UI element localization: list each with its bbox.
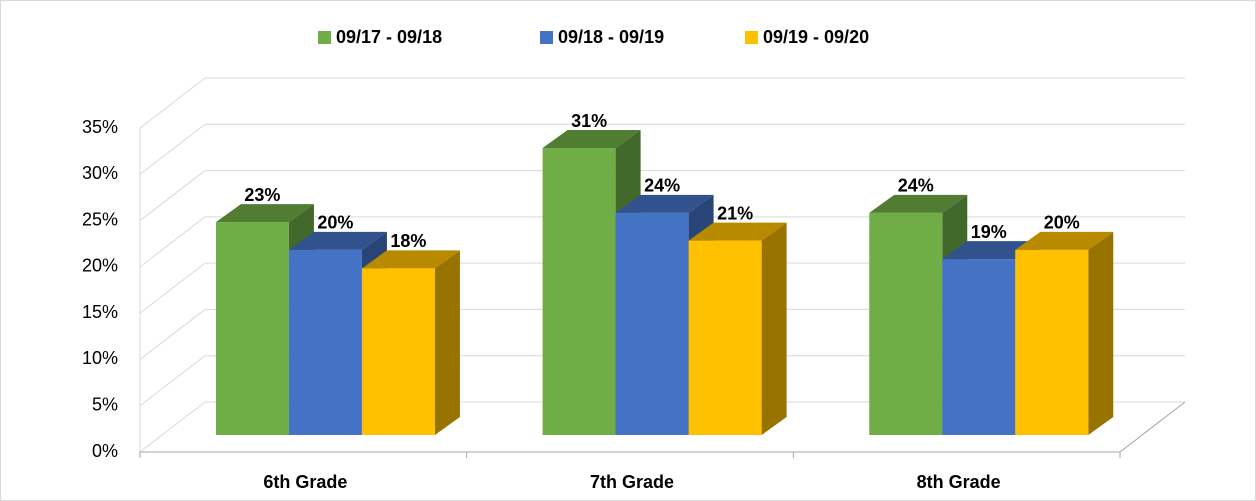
bar-top [1015, 231, 1114, 250]
side-grid-line [139, 77, 206, 129]
side-grid-line [139, 401, 206, 453]
bar-top [361, 250, 460, 269]
data-label: 20% [1044, 213, 1080, 233]
legend-label: 09/18 - 09/19 [558, 27, 664, 47]
x-tick-label: 7th Grade [590, 472, 674, 492]
data-label: 18% [390, 231, 426, 251]
side-grid-line [139, 262, 206, 314]
bar [361, 268, 435, 435]
bar [288, 249, 362, 435]
bar-top [688, 222, 787, 241]
y-tick-label: 0% [92, 441, 118, 461]
side-grid-line [139, 216, 206, 268]
legend-swatch [745, 31, 758, 44]
y-tick-label: 25% [82, 209, 118, 229]
bar-side [761, 222, 787, 435]
side-grid-line [139, 309, 206, 360]
bar [1015, 249, 1089, 435]
data-label: 24% [898, 176, 934, 196]
y-tick-label: 10% [82, 348, 118, 368]
bar [215, 222, 289, 435]
y-tick-label: 15% [82, 302, 118, 322]
bar [869, 212, 943, 435]
bar [542, 148, 616, 435]
bar [688, 240, 762, 435]
y-tick-label: 20% [82, 256, 118, 276]
x-tick-label: 8th Grade [917, 472, 1001, 492]
legend-label: 09/17 - 09/18 [336, 27, 442, 47]
side-grid-line [139, 170, 206, 221]
data-label: 20% [317, 213, 353, 233]
legend-swatch [318, 31, 331, 44]
data-label: 24% [644, 176, 680, 196]
bar-top [215, 204, 314, 223]
bar-side [1088, 231, 1114, 435]
y-tick-label: 30% [82, 163, 118, 183]
bar-top [615, 194, 714, 213]
legend-label: 09/19 - 09/20 [763, 27, 869, 47]
legend-swatch [540, 31, 553, 44]
data-label: 19% [971, 222, 1007, 242]
bar-top [288, 231, 387, 250]
x-tick-label: 6th Grade [263, 472, 347, 492]
y-tick-label: 35% [82, 117, 118, 137]
data-label: 21% [717, 203, 753, 223]
bar-top [542, 130, 641, 149]
bar [615, 212, 689, 435]
y-tick-label: 5% [92, 394, 118, 414]
bar-side [434, 250, 460, 435]
bar [942, 259, 1016, 435]
bar-top [869, 194, 968, 213]
data-label: 31% [571, 111, 607, 131]
side-grid-line [139, 123, 206, 175]
side-grid-line [139, 355, 206, 407]
data-label: 23% [244, 185, 280, 205]
